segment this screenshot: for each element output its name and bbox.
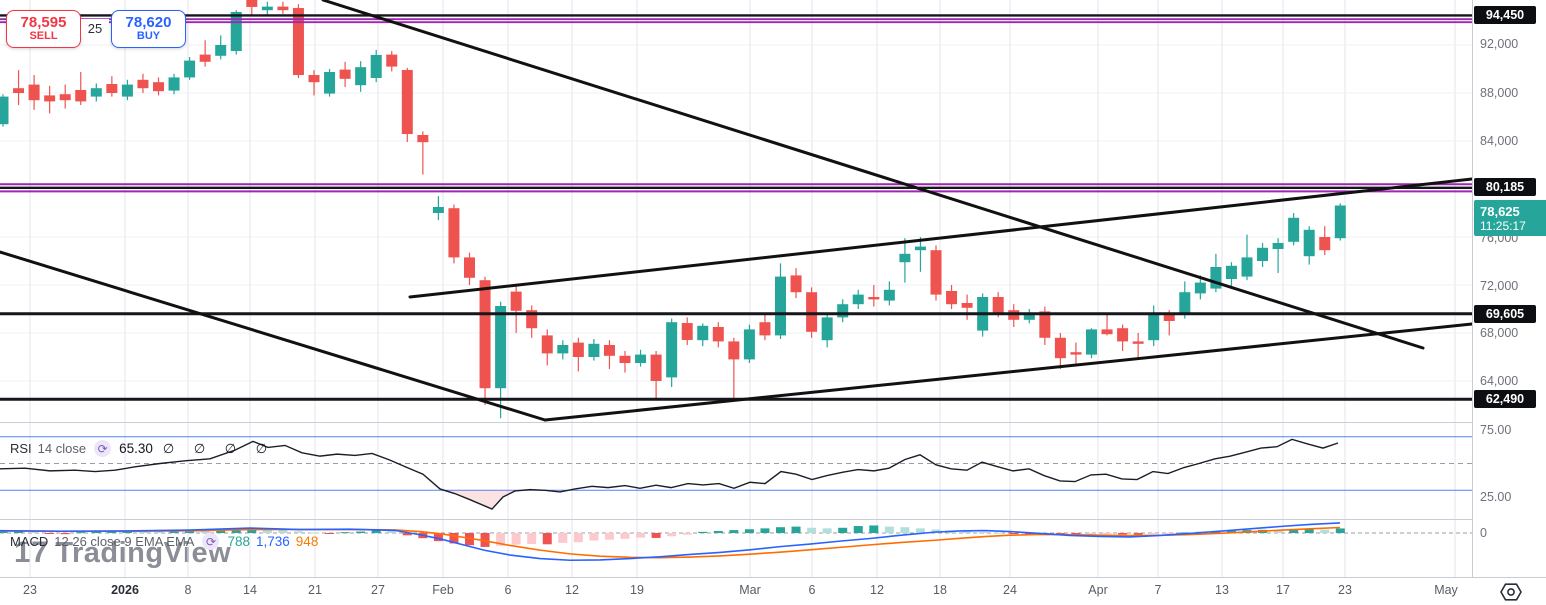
rsi-indicator-header[interactable]: RSI 14 close ⟳ 65.30 ∅ ∅ ∅ ∅: [10, 440, 275, 457]
time-tick: May: [1434, 583, 1458, 597]
buy-label: BUY: [136, 30, 161, 43]
time-tick: 21: [308, 583, 322, 597]
time-tick: 13: [1215, 583, 1229, 597]
rsi-value: 65.30: [119, 441, 153, 456]
macd-indicator-header[interactable]: MACD 12 26 close 9 EMA EMA ⟳ 788 1,736 9…: [10, 533, 318, 550]
time-tick: 24: [1003, 583, 1017, 597]
macd-params: 12 26 close 9 EMA EMA: [54, 534, 195, 549]
rsi-title: RSI: [10, 441, 32, 456]
time-tick: Feb: [432, 583, 454, 597]
tradingview-watermark: 17 TradingView: [14, 536, 231, 570]
macd-title: MACD: [10, 534, 49, 549]
last-price-badge: 78,625 11:25:17: [1474, 200, 1546, 236]
price-tick: 92,000: [1480, 37, 1519, 51]
time-tick: 6: [504, 583, 512, 597]
last-price: 78,625: [1480, 203, 1520, 219]
time-tick: 2026: [111, 583, 139, 597]
time-tick: 6: [808, 583, 816, 597]
price-level-badge: 69,605: [1474, 305, 1536, 323]
axis-settings-icon[interactable]: [1498, 581, 1524, 603]
refresh-icon[interactable]: ⟳: [94, 440, 112, 457]
time-tick: 19: [630, 583, 644, 597]
bar-countdown: 11:25:17: [1480, 218, 1526, 233]
macd-signal-value: 948: [295, 534, 319, 549]
buy-price: 78,620: [125, 14, 172, 32]
time-tick: 23: [23, 583, 37, 597]
time-tick: 17: [1276, 583, 1290, 597]
trendlines: [0, 0, 1472, 422]
rsi-params: 14 close: [37, 441, 87, 456]
rsi-empty-values: ∅ ∅ ∅ ∅: [162, 440, 276, 456]
tradingview-logo-text: TradingView: [55, 537, 232, 569]
sell-label: SELL: [29, 30, 58, 43]
price-level-lines: [0, 14, 1472, 401]
time-tick: 23: [1338, 583, 1352, 597]
macd-pane: [0, 522, 1472, 562]
candlestick-series: [0, 0, 1346, 419]
time-tick: Mar: [739, 583, 761, 597]
rsi-pane: [0, 436, 1472, 510]
rsi-oversold-fill: [0, 490, 1338, 510]
price-tick: 88,000: [1480, 86, 1519, 100]
time-tick: 27: [371, 583, 385, 597]
buy-button[interactable]: 78,620 BUY: [111, 10, 186, 48]
price-axis[interactable]: 92,000 88,000 84,000 76,000 72,000 68,000 64,0…: [1473, 0, 1546, 577]
price-tick: 72,000: [1480, 279, 1519, 293]
time-tick: 14: [243, 583, 257, 597]
time-tick: Apr: [1088, 583, 1108, 597]
tradingview-logo-icon: 17: [14, 536, 49, 569]
time-tick: 7: [1154, 583, 1162, 597]
time-tick: 12: [565, 583, 579, 597]
macd-line-value: 1,736: [256, 534, 290, 549]
price-tick: 68,000: [1480, 326, 1519, 340]
gridlines: [0, 0, 1472, 577]
rsi-line: [0, 438, 1339, 510]
spread-value: 25: [81, 19, 109, 37]
time-axis[interactable]: 23 2026 8 14 21 27 Feb 6 12 19 Mar 6 12 18 24 Apr 7 13 17 2…: [0, 578, 1546, 605]
price-level-badge: 94,450: [1474, 6, 1536, 24]
refresh-icon[interactable]: ⟳: [202, 533, 220, 550]
price-tick: 64,000: [1480, 374, 1519, 388]
time-tick: 12: [870, 583, 884, 597]
time-tick: 8: [184, 583, 192, 597]
sell-button[interactable]: 78,595 SELL: [6, 10, 81, 48]
price-level-badge: 80,185: [1474, 178, 1536, 196]
macd-line: [0, 522, 1341, 562]
price-tick: 84,000: [1480, 134, 1519, 148]
price-tick: 75.00: [1480, 423, 1512, 437]
price-tick: 25.00: [1480, 490, 1512, 504]
price-level-badge: 62,490: [1474, 390, 1536, 408]
price-tick: 0: [1480, 526, 1487, 540]
time-tick: 18: [933, 583, 947, 597]
sell-price: 78,595: [20, 14, 67, 32]
macd-hist-value: 788: [227, 534, 250, 549]
